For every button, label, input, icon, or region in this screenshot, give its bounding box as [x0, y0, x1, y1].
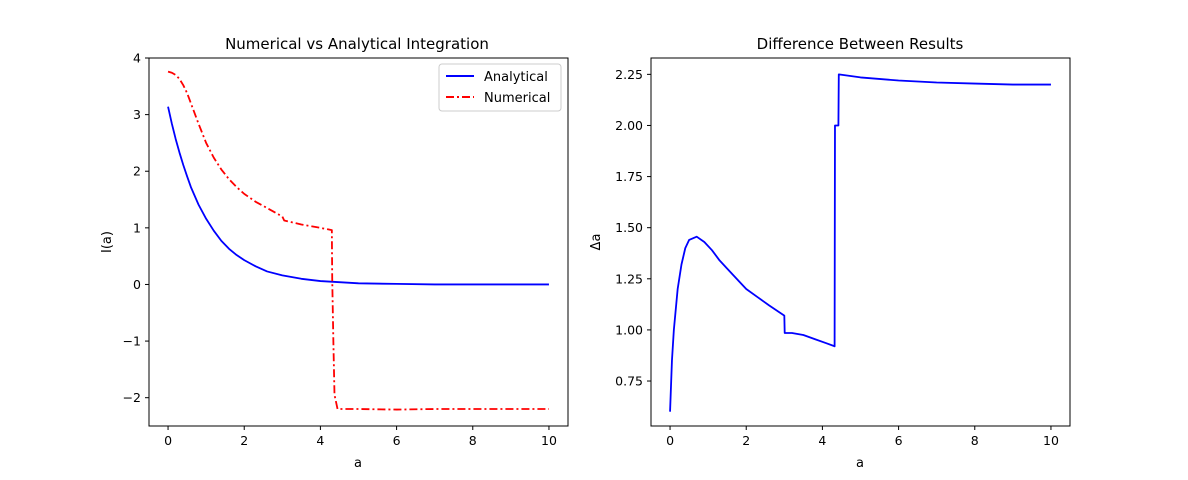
- left-x-tick-label: 8: [469, 433, 477, 448]
- left-x-axis-label: a: [354, 456, 362, 471]
- left-axis-ticks: 0 2 4 6 8 10 −2 −1 0 1 2 3 4: [123, 51, 557, 449]
- right-y-tick-label: 1.75: [615, 169, 643, 184]
- left-chart: Numerical vs Analytical Integration 0 2 4 6…: [100, 35, 569, 471]
- left-x-tick-label: 10: [541, 433, 557, 448]
- right-x-tick-label: 6: [895, 433, 903, 448]
- right-x-tick-label: 8: [971, 433, 979, 448]
- left-y-tick-label: −1: [123, 334, 141, 349]
- left-series-numerical-line: [167, 70, 549, 411]
- right-y-tick-label: 1.25: [615, 271, 643, 286]
- left-plot-area: [167, 70, 549, 411]
- right-y-tick-label: 1.00: [615, 322, 643, 337]
- right-x-tick-label: 0: [666, 433, 674, 448]
- right-x-tick-label: 10: [1043, 433, 1059, 448]
- legend-numerical-label: Numerical: [484, 91, 550, 106]
- right-series-difference-line: [669, 73, 1051, 412]
- right-x-axis-label: a: [856, 456, 864, 471]
- left-y-axis-label: I(a): [100, 231, 115, 253]
- right-plot-area: [669, 73, 1051, 412]
- left-x-tick-label: 0: [164, 433, 172, 448]
- right-y-tick-label: 0.75: [615, 374, 643, 389]
- legend-analytical-label: Analytical: [484, 70, 548, 85]
- legend: Analytical Numerical: [438, 63, 562, 112]
- left-y-tick-label: 4: [133, 51, 141, 66]
- left-y-tick-label: 2: [133, 164, 141, 179]
- left-x-tick-label: 2: [240, 433, 248, 448]
- left-chart-title: Numerical vs Analytical Integration: [225, 35, 489, 53]
- left-x-tick-label: 4: [316, 433, 324, 448]
- left-y-tick-label: 1: [133, 220, 141, 235]
- right-y-tick-label: 2.00: [615, 118, 643, 133]
- left-y-tick-label: −2: [123, 390, 141, 405]
- left-axes-frame: [148, 57, 569, 427]
- right-chart-title: Difference Between Results: [757, 35, 964, 53]
- right-chart: Difference Between Results 0 2 4 6 8 10 0.75 1.…: [589, 35, 1071, 471]
- left-x-tick-label: 6: [393, 433, 401, 448]
- left-y-tick-label: 3: [133, 107, 141, 122]
- right-y-axis-label: Δa: [589, 234, 604, 251]
- left-series-analytical-line: [167, 106, 549, 286]
- right-axes-frame: [650, 57, 1071, 427]
- right-axis-ticks: 0 2 4 6 8 10 0.75 1.00 1.25 1.50 1.75 2.00 2.25: [615, 67, 1059, 448]
- right-x-tick-label: 4: [818, 433, 826, 448]
- right-x-tick-label: 2: [742, 433, 750, 448]
- left-y-tick-label: 0: [133, 277, 141, 292]
- right-y-tick-label: 2.25: [615, 67, 643, 82]
- right-y-tick-label: 1.50: [615, 220, 643, 235]
